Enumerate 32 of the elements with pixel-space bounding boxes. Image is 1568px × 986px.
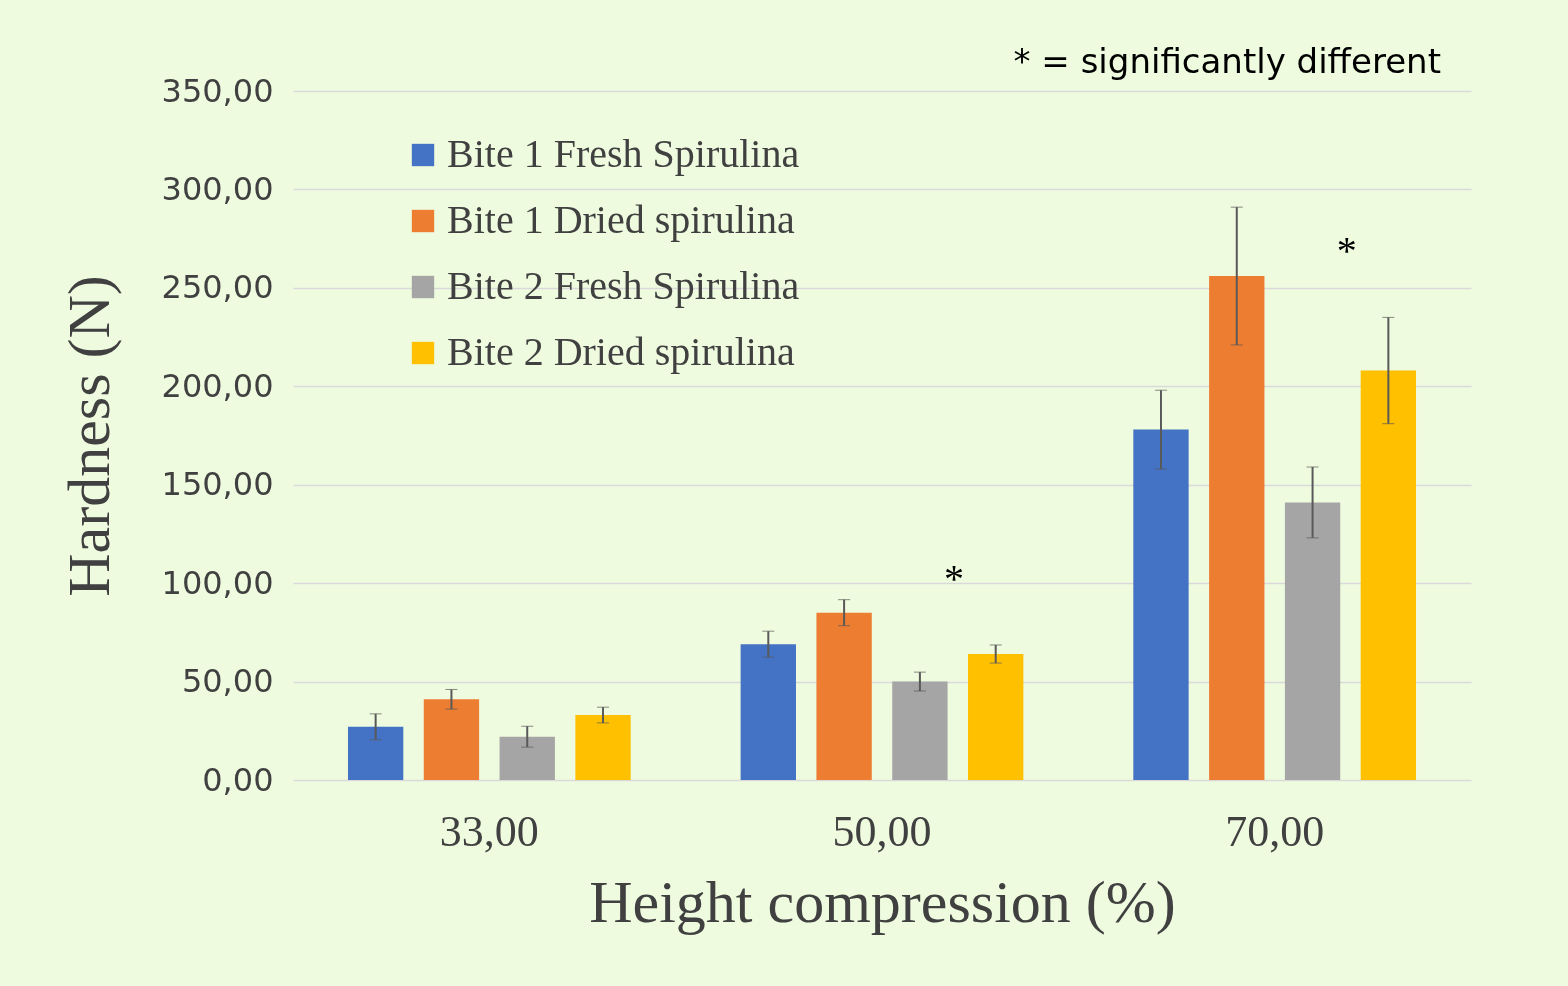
y-tick-label: 50,00 xyxy=(181,662,274,701)
y-tick-label: 300,00 xyxy=(161,169,274,208)
bar xyxy=(1284,502,1341,780)
bar xyxy=(1209,276,1265,780)
legend-label: Bite 2 Fresh Spirulina xyxy=(447,263,800,308)
y-tick-label: 0,00 xyxy=(202,760,274,799)
bar xyxy=(1360,370,1417,780)
y-tick-label: 200,00 xyxy=(161,366,274,405)
bar xyxy=(347,726,404,780)
legend-label: Bite 1 Dried spirulina xyxy=(447,197,795,242)
bar xyxy=(968,654,1024,780)
bar xyxy=(816,612,872,780)
y-axis-title: Hardness (N) xyxy=(55,275,122,597)
bar xyxy=(1133,429,1189,780)
bar xyxy=(423,699,480,780)
y-tick-label: 150,00 xyxy=(161,465,274,504)
bar xyxy=(740,644,796,780)
bar xyxy=(499,736,555,780)
annotation: * xyxy=(944,555,964,601)
x-tick-label: 50,00 xyxy=(832,806,932,856)
bar xyxy=(575,715,631,780)
y-tick-label: 350,00 xyxy=(161,71,274,110)
text: * = significantly different xyxy=(1013,41,1441,81)
bar xyxy=(892,681,948,780)
x-tick-label: 33,00 xyxy=(439,806,539,856)
legend-label: Bite 1 Fresh Spirulina xyxy=(447,131,800,176)
y-tick-label: 250,00 xyxy=(161,268,274,307)
y-tick-label: 100,00 xyxy=(161,563,274,602)
annotation: * xyxy=(1336,228,1357,274)
legend-label: Bite 2 Dried spirulina xyxy=(447,329,795,374)
x-axis-title: Height compression (%) xyxy=(589,868,1176,935)
x-tick-label: 70,00 xyxy=(1225,806,1325,856)
